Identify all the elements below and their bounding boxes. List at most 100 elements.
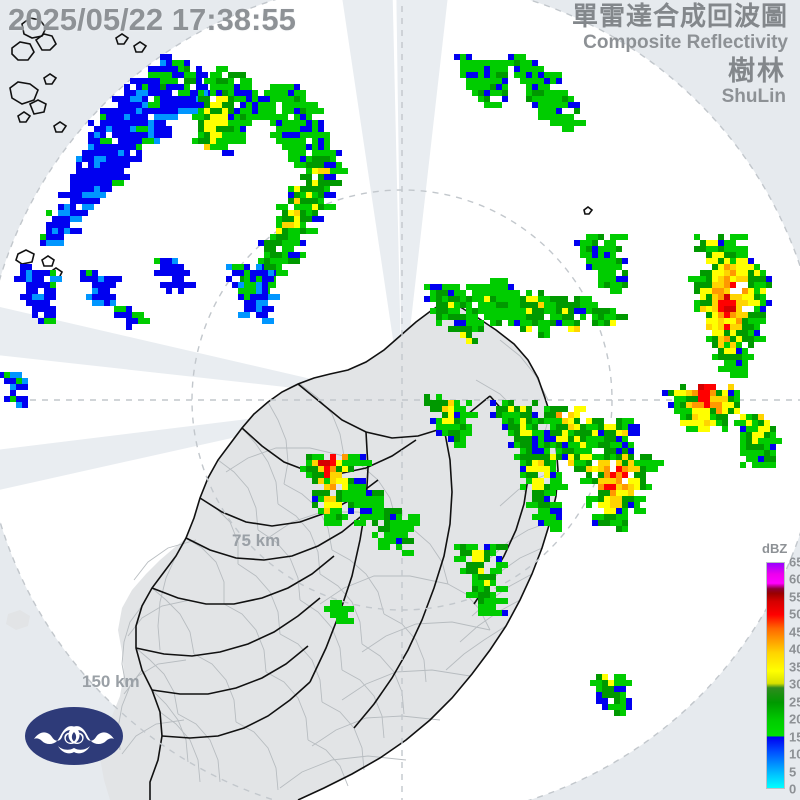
echo-cell [172, 108, 178, 114]
echo-cell [640, 466, 646, 472]
echo-cell [532, 400, 538, 406]
echo-cell [288, 138, 294, 144]
echo-cell [204, 114, 210, 120]
echo-cell [610, 252, 616, 258]
echo-cell [760, 318, 766, 324]
echo-cell [710, 408, 716, 414]
echo-cell [442, 430, 448, 436]
echo-cell [550, 454, 556, 460]
echo-cell [216, 96, 228, 102]
echo-cell [574, 436, 580, 442]
echo-cell [336, 490, 342, 496]
echo-cell [508, 290, 520, 296]
echo-cell [502, 84, 508, 90]
echo-cell [460, 436, 466, 442]
echo-cell [330, 484, 336, 490]
echo-cell [550, 460, 556, 466]
echo-cell [496, 544, 508, 550]
echo-cell [222, 78, 228, 84]
echo-cell [484, 550, 490, 556]
echo-cell [288, 144, 294, 150]
echo-cell [602, 680, 608, 686]
echo-cell [520, 484, 526, 490]
echo-cell [234, 90, 246, 96]
echo-cell [312, 180, 318, 186]
echo-cell [526, 326, 532, 332]
echo-cell [614, 680, 620, 686]
echo-cell [478, 66, 484, 72]
echo-cell [44, 288, 50, 294]
echo-cell [532, 102, 538, 108]
echo-cell [288, 192, 294, 198]
echo-cell [44, 306, 50, 312]
echo-cell [262, 288, 268, 294]
echo-cell [106, 126, 112, 132]
echo-cell [70, 204, 76, 210]
echo-cell [460, 418, 466, 424]
echo-cell [86, 276, 92, 282]
echo-cell [686, 426, 698, 432]
echo-cell [336, 460, 342, 466]
echo-cell [544, 406, 550, 412]
echo-cell [592, 252, 598, 258]
echo-cell [80, 276, 86, 282]
echo-cell [216, 66, 228, 72]
echo-cell [538, 418, 544, 424]
echo-cell [184, 60, 190, 66]
echo-cell [490, 574, 496, 580]
echo-cell [10, 372, 22, 378]
echo-cell [82, 150, 94, 156]
echo-cell [172, 78, 178, 84]
echo-cell [342, 454, 348, 460]
echo-cell [490, 568, 496, 574]
echo-cell [610, 454, 616, 460]
echo-cell [384, 520, 390, 526]
echo-cell [730, 258, 736, 264]
echo-cell [454, 302, 460, 308]
echo-cell [342, 514, 348, 520]
echo-cell [288, 258, 300, 264]
echo-cell [502, 418, 508, 424]
echo-cell [730, 246, 742, 252]
echo-cell [466, 412, 478, 418]
echo-cell [112, 162, 118, 168]
echo-cell [448, 296, 460, 302]
echo-cell [228, 132, 234, 138]
echo-cell [430, 296, 436, 302]
echo-cell [124, 144, 130, 150]
echo-cell [604, 424, 616, 430]
echo-cell [100, 114, 106, 120]
echo-cell [294, 240, 300, 246]
echo-cell [746, 414, 752, 420]
echo-cell [718, 282, 724, 288]
echo-cell [330, 606, 336, 612]
echo-cell [172, 72, 184, 78]
echo-cell [746, 432, 752, 438]
echo-cell [424, 394, 430, 400]
echo-cell [294, 192, 300, 198]
echo-cell [100, 132, 106, 138]
echo-cell [544, 90, 550, 96]
echo-cell [318, 508, 324, 514]
echo-cell [520, 430, 526, 436]
echo-cell [142, 84, 148, 90]
echo-cell [730, 240, 736, 246]
echo-cell [234, 96, 240, 102]
product-title-cn: 單雷達合成回波圖 [571, 2, 788, 32]
echo-cell [730, 342, 736, 348]
echo-cell [526, 424, 532, 430]
echo-cell [520, 72, 526, 78]
echo-cell [478, 308, 490, 314]
echo-cell [596, 680, 602, 686]
echo-cell [526, 314, 532, 320]
echo-cell [526, 502, 538, 508]
echo-cell [758, 426, 770, 432]
echo-cell [94, 198, 100, 204]
echo-cell [396, 532, 408, 538]
echo-cell [688, 276, 694, 282]
echo-cell [490, 284, 496, 290]
echo-cell [448, 412, 454, 418]
echo-cell [616, 282, 622, 288]
echo-cell [718, 342, 724, 348]
colorbar-tick-35: 35 [789, 659, 800, 675]
